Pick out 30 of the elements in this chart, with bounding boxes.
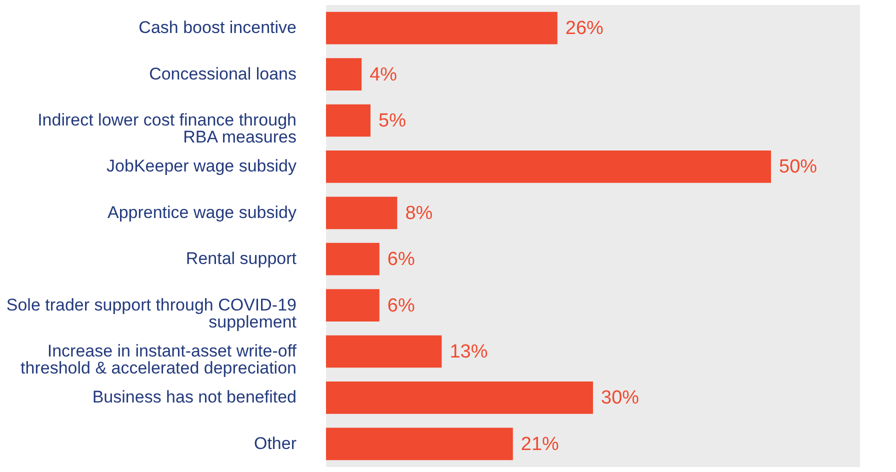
data-label: 8%: [405, 202, 433, 224]
y-tick-label: Indirect lower cost finance through RBA measures: [38, 110, 296, 146]
bar: [326, 150, 771, 183]
bar: [326, 289, 380, 322]
bar: [326, 104, 370, 137]
data-label: 26%: [565, 18, 604, 40]
data-label: 6%: [387, 249, 415, 270]
y-tick-label: JobKeeper wage subsidy: [106, 156, 297, 176]
y-tick-label: Apprentice wage subsidy: [107, 202, 297, 222]
data-label: 50%: [779, 156, 818, 178]
bar: [326, 242, 380, 276]
bar: [326, 428, 513, 460]
data-label: 5%: [378, 110, 406, 132]
y-tick-label: Sole trader support through COVID-19 supplement: [6, 295, 297, 332]
data-label: 30%: [601, 388, 640, 409]
y-tick-label: Increase in instant-asset write-off threshold & accelerated depreciation: [20, 342, 297, 378]
data-label: 13%: [450, 342, 488, 362]
y-tick-label: Rental support: [186, 249, 297, 268]
bar: [326, 58, 362, 90]
bar: [326, 196, 398, 230]
bar: [326, 12, 558, 44]
data-label: 6%: [387, 295, 415, 316]
y-tick-label: Concessional loans: [149, 64, 296, 84]
y-tick-label: Other: [254, 434, 297, 453]
bar: [326, 335, 442, 368]
data-label: 4%: [370, 64, 398, 86]
data-label: 21%: [520, 434, 560, 455]
y-tick-label: Business has not benefited: [92, 388, 296, 407]
bar: [326, 382, 593, 414]
y-tick-label: Cash boost incentive: [138, 18, 296, 38]
